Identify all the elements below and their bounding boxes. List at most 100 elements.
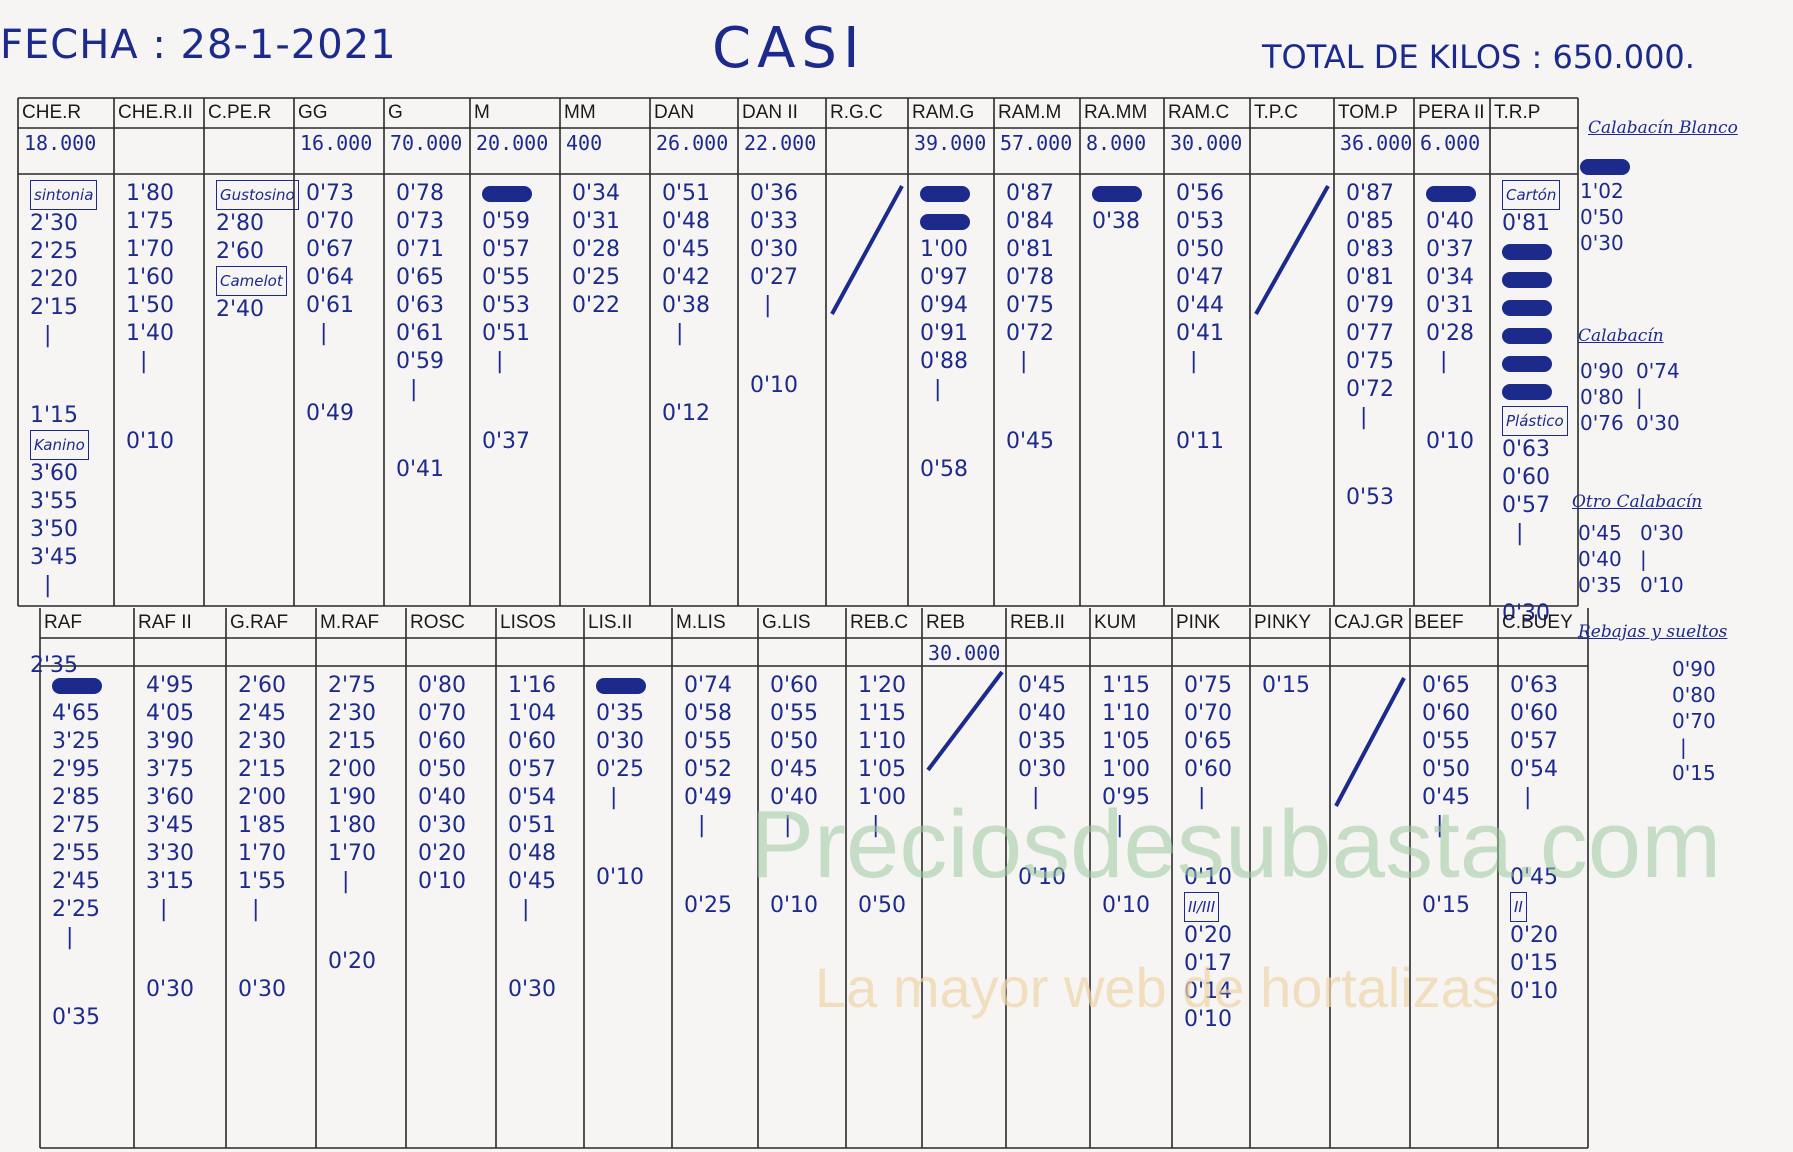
price-value: 0'63 [396,293,445,318]
price-value: 0'40 [418,785,467,810]
scribble-mark [920,186,970,202]
price-value: 0'60 [1422,701,1471,726]
price-value: 0'35 [596,701,645,726]
scribble-mark [1092,180,1142,208]
price-value: 0'61 [396,321,445,346]
price-value: 0'83 [1346,237,1395,262]
price-value: 0'95 [1102,785,1151,810]
price-value: 1'70 [238,841,287,866]
note-value: 0'30 [1580,231,1624,255]
price-value: 0'55 [770,701,819,726]
price-value: 0'81 [1006,237,1055,262]
price-value: 0'10 [1184,865,1233,890]
note-value: 0'35 [1578,573,1622,597]
price-value: | [784,813,792,838]
scribble-mark [1580,158,1630,175]
price-value: 0'81 [1502,211,1551,236]
price-value: 2'25 [30,239,79,264]
price-value: 2'95 [52,757,101,782]
column-values: 0'73 0'70 0'67 0'64 0'61 | 0'49 [306,180,354,428]
price-value: 0'50 [1422,757,1471,782]
price-value: 0'78 [1006,265,1055,290]
column-values: 0'63 0'60 0'57 0'54 | 0'45 II 0'20 0'15 0'10 [1510,672,1558,1006]
price-value: | [320,321,328,346]
scribble-mark [1502,384,1552,400]
price-value: 0'79 [1346,293,1395,318]
scribble-mark [1502,294,1568,322]
price-value: 0'47 [1176,265,1225,290]
price-value: | [252,897,260,922]
price-value: 0'25 [596,757,645,782]
price-value: 3'25 [52,729,101,754]
price-value: 0'57 [1510,729,1559,754]
price-value: 0'35 [52,1005,101,1030]
column-values: Cartón 0'81 Plástico 0'63 0'60 0'57 | 0'30 [1502,180,1568,628]
scribble-mark [596,672,646,700]
price-value: 0'10 [596,865,645,890]
note-value: 0'40 [1578,547,1622,571]
column-kilos: 6.000 [1420,131,1481,155]
column-values: 0'51 0'48 0'45 0'42 0'38 | 0'12 [662,180,710,428]
price-value: 0'51 [482,321,531,346]
price-value: 0'70 [306,209,355,234]
column-kilos: 39.000 [914,131,987,155]
price-value: 0'61 [306,293,355,318]
column-values: 0'36 0'33 0'30 0'27 | 0'10 [750,180,798,400]
column-values: 2'60 2'45 2'30 2'15 2'00 1'85 1'70 1'55 | 0'30 [238,672,286,1004]
price-value: 1'40 [126,321,175,346]
price-value: 0'30 [238,977,287,1002]
column-values: 0'34 0'31 0'28 0'25 0'22 [572,180,620,320]
price-value: 0'38 [1092,209,1141,234]
price-value: 0'45 [1510,865,1559,890]
price-value: 0'59 [396,349,445,374]
price-value: 0'12 [662,401,711,426]
note-value: 0'30 [1640,521,1684,545]
price-value: 0'50 [418,757,467,782]
column-kilos: 26.000 [656,131,729,155]
price-value: 0'65 [1422,673,1471,698]
price-value: 0'22 [572,293,621,318]
column-header: T.R.P [1494,102,1541,123]
price-value: 0'58 [684,701,733,726]
price-value: 0'42 [662,265,711,290]
price-value: | [66,925,74,950]
column-kilos: 18.000 [24,131,97,155]
column-header: CAJ.GR [1334,612,1404,633]
scribble-mark [1502,328,1552,344]
column-header: R.G.C [830,102,883,123]
price-value: 1'50 [126,293,175,318]
scribble-mark [1426,180,1476,208]
price-value: 1'16 [508,673,557,698]
price-value: 0'72 [1346,377,1395,402]
column-values: 0'35 0'30 0'25 | 0'10 [596,672,646,892]
price-value: 0'58 [920,457,969,482]
price-value: 0'10 [750,373,799,398]
column-values: 0'80 0'70 0'60 0'50 0'40 0'30 0'20 0'10 [418,672,466,896]
price-value: 2'60 [216,239,265,264]
price-value: 0'49 [684,785,733,810]
column-kilos: 20.000 [476,131,549,155]
price-value: 1'05 [858,757,907,782]
price-value: 3'45 [146,813,195,838]
price-value: 3'90 [146,729,195,754]
price-value: | [676,321,684,346]
price-value: | [1524,785,1532,810]
column-values: 4'95 4'05 3'90 3'75 3'60 3'45 3'30 3'15 | 0'30 [146,672,194,1004]
price-value: 0'20 [1510,923,1559,948]
column-values: 0'75 0'70 0'65 0'60 | 0'10 II/III 0'20 0'17 0'14 0… [1184,672,1232,1034]
price-value: 4'65 [52,701,101,726]
price-value: 1'00 [858,785,907,810]
column-header: BEEF [1414,612,1464,633]
price-value: 0'54 [508,785,557,810]
scribble-mark [1502,322,1568,350]
note-value: | [1680,735,1687,759]
column-header: RAM.M [998,102,1062,123]
price-value: 3'30 [146,841,195,866]
price-value: 1'70 [328,841,377,866]
price-value: 0'77 [1346,321,1395,346]
note-value: 0'80 [1580,385,1624,409]
price-value: 2'15 [238,757,287,782]
price-value: 1'75 [126,209,175,234]
column-values: 0'65 0'60 0'55 0'50 0'45 | 0'15 [1422,672,1470,920]
note-value: 0'70 [1672,709,1716,733]
